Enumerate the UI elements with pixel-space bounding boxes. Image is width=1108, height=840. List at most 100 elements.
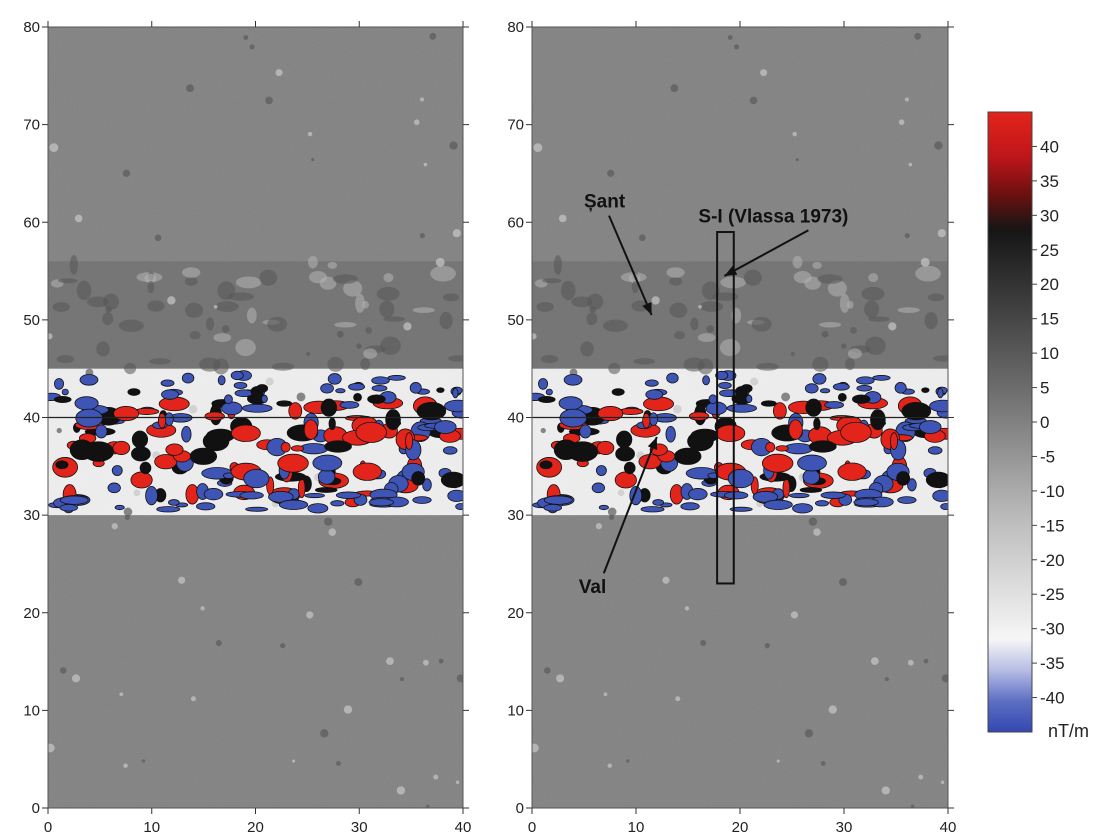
smudge — [205, 317, 215, 331]
noise-dot — [914, 32, 922, 40]
noise-dot — [111, 523, 118, 530]
noise-dot — [813, 528, 821, 536]
noise-dot — [673, 404, 682, 414]
noise-dot — [706, 325, 715, 333]
noise-dot — [222, 325, 230, 333]
anomaly-blob — [932, 489, 948, 502]
smudge — [719, 338, 741, 357]
smudge — [103, 293, 120, 310]
arrowhead — [647, 437, 658, 451]
anomaly-blob — [543, 503, 562, 512]
anomaly-blob — [543, 495, 573, 505]
smudge — [865, 336, 886, 355]
anomaly-blob — [53, 396, 72, 403]
anomaly-blob — [54, 378, 65, 390]
noise-dot — [243, 35, 249, 40]
smudge — [185, 302, 203, 318]
smudge — [915, 265, 941, 282]
noise-dot — [940, 780, 945, 784]
noise-dot — [433, 774, 439, 780]
noise-dot — [795, 158, 799, 162]
noise-dot — [839, 578, 848, 587]
smudge — [235, 338, 256, 357]
x-tick-label: 20 — [732, 819, 749, 836]
noise-dot — [343, 705, 353, 714]
anomaly-blob — [708, 394, 718, 405]
anomaly-blob — [304, 492, 325, 499]
noise-dot — [275, 69, 283, 77]
anomaly-blob — [416, 401, 447, 421]
anomaly-blob — [797, 454, 827, 472]
anomaly-blob — [442, 446, 458, 455]
anomaly-blob — [385, 409, 401, 431]
anomaly-blob — [824, 401, 844, 409]
smudge — [683, 357, 705, 372]
anomaly-blob — [280, 442, 291, 453]
anomaly-blob — [411, 471, 426, 486]
noise-dot — [449, 141, 458, 150]
x-tick-label: 0 — [44, 819, 52, 836]
colorbar-gradient — [987, 111, 1033, 733]
anomaly-blob — [595, 465, 607, 476]
smudge — [864, 300, 880, 318]
anomaly-blob — [897, 496, 917, 504]
anomaly-blob — [256, 384, 269, 393]
smudge — [560, 280, 576, 301]
noise-dot — [306, 611, 314, 619]
smudge — [847, 348, 862, 359]
smudge — [553, 255, 563, 275]
anomaly-blob — [799, 487, 823, 493]
noise-dot — [423, 162, 428, 167]
anomaly-blob — [760, 400, 777, 407]
noise-dot — [760, 69, 768, 77]
smudge — [812, 356, 829, 372]
noise-dot — [607, 169, 615, 177]
anomaly-blob — [814, 500, 830, 507]
noise-dot — [292, 759, 296, 763]
anomaly-blob — [335, 388, 346, 394]
anomaly-blob — [894, 382, 907, 394]
noise-dot — [651, 296, 660, 305]
anomaly-blob — [853, 498, 879, 507]
anomaly-blob — [611, 388, 625, 396]
noise-dot — [280, 643, 286, 649]
noise-dot — [426, 804, 430, 808]
anomaly-blob — [114, 504, 125, 511]
noise-dot — [420, 97, 425, 102]
anomaly-blob — [640, 506, 665, 513]
anomaly-blob — [409, 382, 422, 394]
noise-dot — [403, 322, 412, 331]
noise-dot — [937, 229, 946, 238]
anomaly-blob — [447, 489, 463, 502]
colorbar-tick-label: 20 — [1040, 275, 1059, 294]
anomaly-blob — [320, 383, 334, 394]
noise-dot — [532, 743, 539, 753]
anomaly-blob — [665, 425, 676, 443]
anomaly-blob — [642, 412, 651, 429]
anomaly-blob — [95, 424, 108, 439]
noise-dot — [820, 761, 826, 766]
arrowhead — [724, 265, 738, 276]
noise-dot — [727, 35, 733, 40]
x-tick-label: 10 — [628, 819, 645, 836]
smudge — [927, 293, 945, 302]
noise-dot — [607, 763, 612, 768]
noise-dot — [337, 330, 344, 338]
anomaly-blob — [872, 375, 891, 381]
x-tick-label: 20 — [247, 819, 264, 836]
anomaly-blob — [320, 398, 338, 417]
anomaly-blob — [168, 499, 180, 506]
noise-dot — [675, 696, 681, 702]
anomaly-blob — [813, 417, 821, 431]
anomaly-blob — [59, 495, 89, 505]
colorbar-tick-label: -35 — [1040, 654, 1065, 673]
colorbar-unit: nT/m — [1048, 721, 1089, 741]
noise-dot — [841, 343, 847, 349]
noise-dot — [749, 96, 758, 105]
noise-dot — [828, 705, 837, 714]
anomaly-blob — [597, 406, 624, 422]
anomaly-blob — [673, 447, 702, 465]
anomaly-blob — [161, 389, 179, 400]
anomaly-blob — [896, 471, 911, 486]
anomaly-blob — [234, 389, 254, 397]
